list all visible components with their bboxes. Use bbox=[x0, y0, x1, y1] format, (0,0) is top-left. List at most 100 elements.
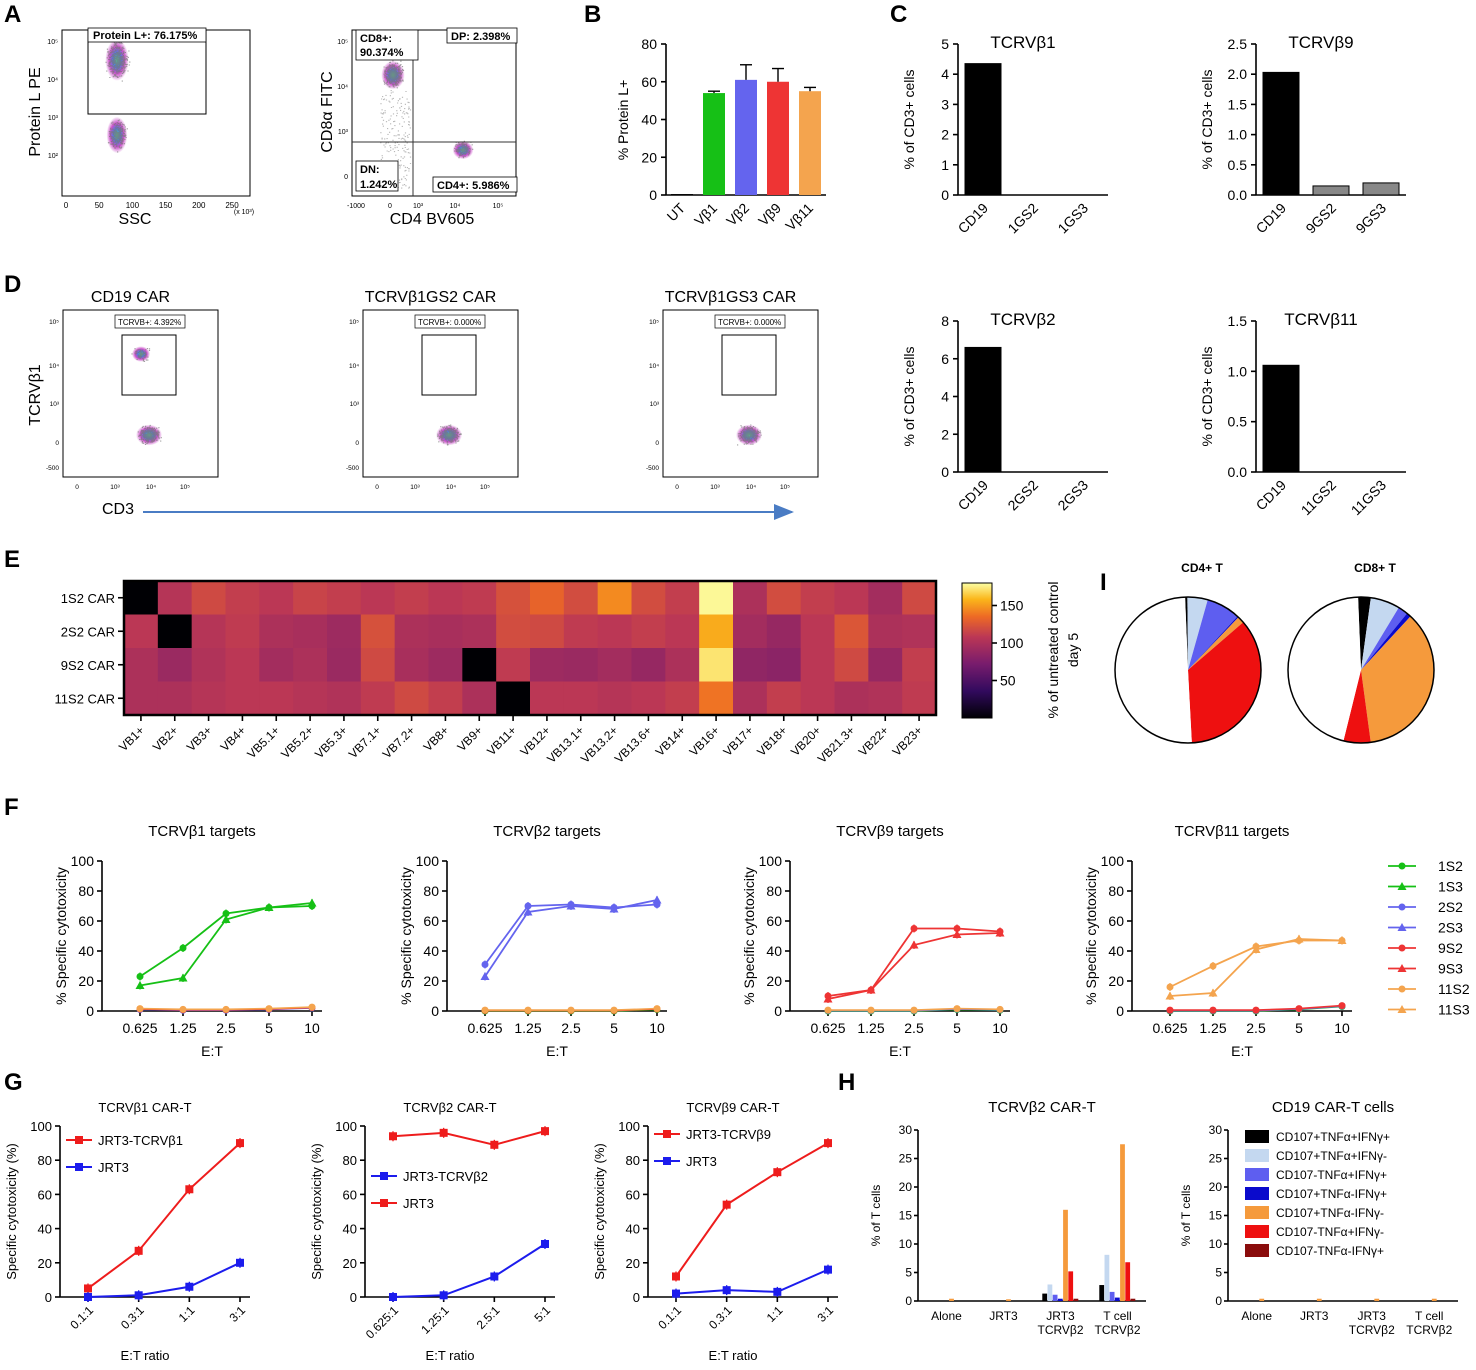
gate-label: TCRVB+: 0.000% bbox=[418, 318, 481, 327]
gate-label-box bbox=[414, 314, 486, 329]
x-tick-label: CD19 bbox=[954, 200, 991, 237]
bar bbox=[767, 81, 789, 195]
y-tick-label: 0.5 bbox=[1228, 414, 1248, 430]
y-tick-label: 5 bbox=[941, 36, 949, 52]
column-label: VB3+ bbox=[184, 723, 215, 754]
gate-label-box bbox=[714, 314, 786, 329]
chart-title: TCRVβ1 targets bbox=[148, 823, 256, 840]
heatmap-cell bbox=[665, 614, 700, 649]
event-dots bbox=[105, 37, 131, 82]
heatmap-cell bbox=[597, 648, 632, 682]
heatmap-cell bbox=[157, 581, 193, 615]
x-tick-label: 2.5 bbox=[1246, 1020, 1266, 1036]
x-tick-label: 1.25 bbox=[857, 1020, 884, 1036]
data-point bbox=[389, 1293, 397, 1301]
quadrant-label-box bbox=[355, 29, 419, 61]
y-tick-label: 0 bbox=[350, 1290, 357, 1305]
panel-letter: E bbox=[4, 546, 20, 573]
column-label: VB5.3+ bbox=[312, 723, 350, 761]
x-tick-label: JRT3 bbox=[1358, 1309, 1387, 1323]
panel-h-chart: 0 5 10 15 20 25 30 % of T cells TCRVβ2 CAR-T Alon… bbox=[869, 1099, 1146, 1337]
pie-outline bbox=[1114, 596, 1262, 744]
x-tick-label: 0.625 bbox=[810, 1020, 845, 1036]
heatmap-cell bbox=[428, 581, 463, 615]
heatmap-cell bbox=[665, 648, 700, 682]
x-tick-label: -1000 bbox=[347, 203, 365, 210]
heatmap-cell bbox=[225, 681, 260, 716]
y-axis-label: Specific cytotoxicity (%) bbox=[309, 1143, 324, 1280]
y-tick-label: -500 bbox=[346, 465, 359, 472]
bar bbox=[1374, 1298, 1380, 1301]
panel-g-chart: 0 20 40 60 80 100 0.1:1 0.3:1 1:1 3:1 E:T ratio Spe… bbox=[4, 1100, 250, 1363]
legend-label: JRT3-TCRVβ9 bbox=[686, 1127, 771, 1142]
column-label: VB16+ bbox=[687, 723, 723, 759]
plot-frame bbox=[351, 29, 517, 197]
bar bbox=[1109, 1291, 1115, 1301]
y-tick-label: 1.5 bbox=[1228, 313, 1248, 329]
data-point bbox=[179, 1005, 187, 1013]
heatmap-cell bbox=[428, 614, 463, 649]
data-point bbox=[1252, 1006, 1260, 1014]
panel-letter: I bbox=[1100, 569, 1107, 596]
data-point bbox=[524, 1006, 532, 1014]
heatmap-cell bbox=[563, 581, 599, 615]
heatmap-cell bbox=[699, 614, 734, 649]
data-point bbox=[953, 1005, 961, 1013]
data-point bbox=[265, 1005, 273, 1013]
y-tick-label: 6 bbox=[941, 351, 949, 367]
data-point bbox=[867, 1006, 875, 1014]
x-tick-label: 5 bbox=[953, 1020, 961, 1036]
x-tick-label: T cell bbox=[1415, 1309, 1443, 1323]
quadrant-label-box bbox=[446, 27, 518, 44]
pie-slice bbox=[1361, 607, 1408, 670]
heatmap-cell bbox=[631, 614, 666, 649]
y-axis-label: % of CD3+ cells bbox=[1199, 347, 1215, 447]
x-tick-label: 10⁴ bbox=[146, 484, 156, 491]
x-tick-label: 10³ bbox=[710, 484, 720, 491]
legend-label: CD107-TNFα+IFNγ+ bbox=[1276, 1168, 1387, 1182]
bar bbox=[1362, 182, 1400, 196]
x-tick-label: 10⁴ bbox=[746, 484, 756, 491]
x-tick-label: T cell bbox=[1103, 1309, 1131, 1323]
heatmap-cell bbox=[733, 681, 768, 716]
data-point bbox=[1337, 936, 1347, 944]
heatmap-cell bbox=[868, 614, 903, 649]
heatmap-cell bbox=[124, 681, 159, 716]
bar bbox=[964, 346, 1002, 473]
event-dots bbox=[437, 424, 462, 446]
y-tick-label: 0 bbox=[1215, 1294, 1222, 1308]
x-tick-label: 0.3:1 bbox=[118, 1303, 147, 1332]
gate-label: TCRVB+: 4.392% bbox=[118, 318, 181, 327]
quadrant-label: 90.374% bbox=[360, 47, 404, 59]
y-axis-label: % Specific cytotoxicity bbox=[53, 867, 69, 1005]
x-tick-label: 9GS3 bbox=[1352, 200, 1389, 237]
legend-marker bbox=[380, 1172, 388, 1180]
legend-marker bbox=[1397, 923, 1407, 931]
chart-title: TCRVβ2 targets bbox=[493, 823, 601, 840]
colorbar bbox=[961, 582, 993, 719]
y-tick-label: 20 bbox=[38, 1256, 52, 1271]
heatmap-cell bbox=[902, 581, 937, 615]
y-tick-label: 10² bbox=[48, 153, 59, 160]
data-point bbox=[84, 1293, 92, 1301]
pie-chart: CD8+ T bbox=[1287, 561, 1435, 744]
x-tick-label: 2.5 bbox=[216, 1020, 236, 1036]
y-tick-label: 10³ bbox=[338, 129, 349, 136]
heatmap-cell bbox=[124, 614, 159, 649]
legend-marker bbox=[663, 1130, 671, 1138]
x-tick-label: 2GS2 bbox=[1004, 477, 1041, 514]
x-tick-label: 0 bbox=[75, 484, 79, 491]
heatmap-cell bbox=[360, 581, 396, 615]
x-tick-label: CD19 bbox=[954, 477, 991, 514]
x-axis-label: E:T bbox=[1231, 1043, 1253, 1059]
y-tick-label: 25 bbox=[899, 1152, 913, 1166]
chart-title: TCRVβ1 CAR-T bbox=[98, 1100, 191, 1115]
heatmap-cell bbox=[597, 614, 632, 649]
heatmap-cell bbox=[191, 681, 226, 716]
x-tick-label: Vβ9 bbox=[755, 200, 784, 229]
tcrvb1-positive-population bbox=[131, 346, 151, 363]
bar bbox=[799, 91, 821, 195]
panel-e: 1S2 CAR 2S2 CAR 9S2 CAR 11S2 CAR VB1+ VB2+ VB3… bbox=[55, 579, 1081, 766]
heatmap-cell bbox=[631, 581, 666, 615]
x-tick-label: 0 bbox=[64, 201, 69, 210]
